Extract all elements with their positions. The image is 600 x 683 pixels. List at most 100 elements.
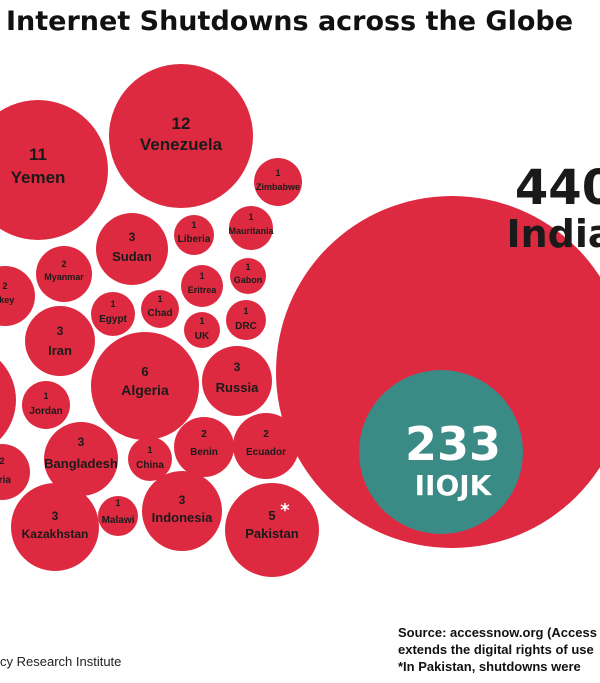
bubble-value-venezuela: 12 <box>172 114 191 133</box>
bubble-zimbabwe: 1 Zimbabwe <box>254 158 302 206</box>
footnote: *In Pakistan, shutdowns were <box>398 659 581 674</box>
bubble-circle-china <box>128 437 172 481</box>
bubble-label-kazakhstan: Kazakhstan <box>22 527 89 541</box>
bubble-label-malawi: Malawi <box>102 515 135 526</box>
bubble-syria: 2 yria <box>0 444 30 500</box>
bubble-circle-egypt <box>91 292 135 336</box>
bubble-circle-russia <box>202 346 272 416</box>
bubble-value-chad: 1 <box>157 294 162 304</box>
bubble-pakistan: 5 * Pakistan <box>225 483 319 577</box>
bubble-circle-venezuela <box>109 64 253 208</box>
bubble-value-algeria: 6 <box>141 364 148 379</box>
bubble-ecuador: 2 Ecuador <box>233 413 299 479</box>
bubble-label-chad: Chad <box>148 308 173 319</box>
bubble-circle-benin <box>174 417 234 477</box>
bubble-circle-turkey <box>0 266 35 326</box>
bubble-value-jordan: 1 <box>43 391 48 401</box>
bubble-label-gabon: Gabon <box>234 275 263 285</box>
bubble-uk: 1 UK <box>184 312 220 348</box>
bubble-label-bangladesh: Bangladesh <box>44 456 118 471</box>
bubble-label-uk: UK <box>195 331 210 342</box>
bubble-circle-eritrea <box>181 265 223 307</box>
bubble-value-sudan: 3 <box>129 230 136 244</box>
bubble-label-pakistan: Pakistan <box>245 526 299 541</box>
bubble-label-russia: Russia <box>216 380 259 395</box>
bubble-circle-jordan <box>22 381 70 429</box>
bubble-circle-iiojk <box>359 370 523 534</box>
bubble-circle-yemen <box>0 100 108 240</box>
bubble-label-mauritania: Mauritania <box>228 226 274 236</box>
bubble-value-iiojk: 233 <box>405 417 501 471</box>
bubble-yemen: 11 Yemen <box>0 100 108 240</box>
bubble-value-malawi: 1 <box>115 498 120 508</box>
bubble-benin: 2 Benin <box>174 417 234 477</box>
bubble-label-sudan: Sudan <box>112 249 152 264</box>
bubble-value-zimbabwe: 1 <box>275 168 280 178</box>
bubble-algeria: 6 Algeria <box>91 332 199 440</box>
bubble-circle-drc <box>226 300 266 340</box>
source-line-2: extends the digital rights of use <box>398 642 594 657</box>
bubble-circle-cut-off-left-1 <box>0 360 16 440</box>
bubble-circle-indonesia <box>142 471 222 551</box>
bubble-circle-chad <box>141 290 179 328</box>
bubble-label-ecuador: Ecuador <box>246 447 286 458</box>
bubble-circle-myanmar <box>36 246 92 302</box>
source-line-1: Source: accessnow.org (Access <box>398 625 597 640</box>
bubble-value-ecuador: 2 <box>263 429 269 440</box>
bubble-label-venezuela: Venezuela <box>140 135 223 154</box>
bubble-value-myanmar: 2 <box>61 259 66 269</box>
bubble-chad: 1 Chad <box>141 290 179 328</box>
bubble-label-indonesia: Indonesia <box>152 510 213 525</box>
bubble-gabon: 1 Gabon <box>230 258 266 294</box>
bubble-value-benin: 2 <box>201 429 207 440</box>
bubble-value-mauritania: 1 <box>248 212 253 222</box>
bubble-kazakhstan: 3 Kazakhstan <box>11 483 99 571</box>
bubble-label-jordan: Jordan <box>29 406 62 417</box>
bubble-circle-algeria <box>91 332 199 440</box>
bubble-label-benin: Benin <box>190 447 218 458</box>
bubble-value-indonesia: 3 <box>179 493 186 507</box>
bubble-circle-mauritania <box>229 206 273 250</box>
bubble-label-egypt: Egypt <box>99 314 127 325</box>
bubble-value-kazakhstan: 3 <box>52 509 59 523</box>
bubble-value-syria: 2 <box>0 456 5 466</box>
bubble-value-china: 1 <box>147 445 152 455</box>
bubble-label-algeria: Algeria <box>121 382 169 398</box>
bubble-label-eritrea: Eritrea <box>188 285 218 295</box>
bubble-circle-malawi <box>98 496 138 536</box>
bubble-egypt: 1 Egypt <box>91 292 135 336</box>
organization-credit: cy Research Institute <box>0 654 122 669</box>
bubble-label-china: China <box>136 460 164 471</box>
bubble-value-drc: 1 <box>243 306 248 316</box>
bubble-label-iran: Iran <box>48 343 72 358</box>
bubble-russia: 3 Russia <box>202 346 272 416</box>
chart-title: Internet Shutdowns across the Globe <box>6 6 574 37</box>
bubble-label-turkey: rkey <box>0 295 14 305</box>
bubble-label-liberia: Liberia <box>178 234 211 245</box>
bubble-circle-liberia <box>174 215 214 255</box>
bubble-circle-gabon <box>230 258 266 294</box>
bubble-value-egypt: 1 <box>110 299 115 309</box>
bubble-myanmar: 2 Myanmar <box>36 246 92 302</box>
bubble-circle-kazakhstan <box>11 483 99 571</box>
bubble-label-drc: DRC <box>235 321 257 332</box>
bubble-jordan: 1 Jordan <box>22 381 70 429</box>
bubble-value-yemen: 11 <box>29 145 47 164</box>
bubble-label-zimbabwe: Zimbabwe <box>256 182 300 192</box>
bubble-value-bangladesh: 3 <box>78 435 85 449</box>
bubble-circle-ecuador <box>233 413 299 479</box>
bubble-liberia: 1 Liberia <box>174 215 214 255</box>
bubble-eritrea: 1 Eritrea <box>181 265 223 307</box>
bubble-circle-iran <box>25 306 95 376</box>
bubble-label-syria: yria <box>0 475 11 486</box>
bubble-circle-pakistan <box>225 483 319 577</box>
bubble-circle-sudan <box>96 213 168 285</box>
bubble-value-turkey: 2 <box>2 281 7 291</box>
bubble-bangladesh: 3 Bangladesh <box>44 422 118 496</box>
source-note: Source: accessnow.org (Access extends th… <box>398 624 600 675</box>
bubble-label-iiojk: IIOJK <box>415 469 493 502</box>
bubble-value-liberia: 1 <box>191 220 196 230</box>
bubble-turkey: 2 rkey <box>0 266 35 326</box>
